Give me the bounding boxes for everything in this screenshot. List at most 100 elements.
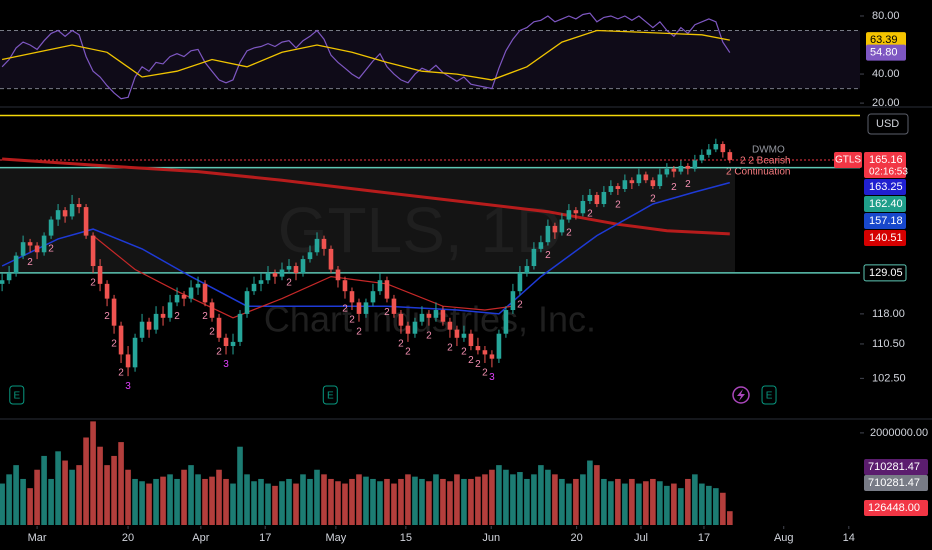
- candle-body: [20, 242, 26, 256]
- volume-bar: [692, 474, 698, 525]
- volume-bar: [524, 478, 530, 525]
- rsi-line: [1, 12, 731, 100]
- candle-body: [363, 302, 369, 314]
- volume-bar: [251, 481, 257, 525]
- candle-body: [489, 354, 495, 359]
- candle-body: [615, 186, 621, 190]
- x-tick-label: May: [325, 532, 346, 544]
- candle-body: [335, 269, 341, 281]
- candle-body: [104, 283, 110, 299]
- volume-bar: [160, 476, 166, 525]
- range-shade: [0, 168, 735, 272]
- td-count: 2: [349, 315, 355, 326]
- volume-bar: [720, 492, 726, 525]
- rsi-value-label: 54.80: [870, 46, 898, 58]
- volume-bar: [391, 483, 397, 525]
- candle-body: [461, 333, 467, 338]
- price-tag-label: 162.40: [869, 198, 903, 210]
- td-count: 2: [118, 368, 124, 379]
- earnings-label: E: [327, 391, 334, 402]
- volume-bar: [181, 469, 187, 525]
- td-count: 2: [566, 227, 572, 238]
- volume-bar: [566, 483, 572, 525]
- candle-body: [181, 294, 187, 299]
- candle-body: [27, 242, 33, 246]
- td-count: 2: [587, 209, 593, 220]
- candle-body: [286, 266, 292, 270]
- candle-body: [328, 248, 334, 270]
- candle-body: [643, 174, 649, 181]
- volume-bar: [363, 476, 369, 525]
- volume-bar: [76, 465, 82, 525]
- price-tag-label: 129.05: [869, 267, 903, 279]
- rsi-value-label: 63.39: [870, 34, 898, 46]
- candle-body: [55, 210, 61, 220]
- candle-body: [580, 200, 586, 214]
- candle-body: [132, 337, 138, 368]
- candle-body: [713, 144, 719, 150]
- candle-body: [454, 329, 460, 338]
- volume-bar: [426, 481, 432, 525]
- candle-body: [153, 313, 159, 330]
- volume-bar: [608, 481, 614, 525]
- candle-body: [433, 310, 439, 318]
- volume-bar: [41, 455, 47, 525]
- volume-bar: [377, 481, 383, 525]
- volume-bar: [489, 469, 495, 525]
- volume-bar: [34, 469, 40, 525]
- volume-bar: [202, 478, 208, 525]
- rsi-band: [0, 30, 860, 89]
- candle-body: [34, 245, 40, 253]
- volume-bar: [349, 478, 355, 525]
- candle-body: [76, 204, 82, 208]
- candle-body: [629, 180, 635, 184]
- volume-bar: [398, 478, 404, 525]
- volume-bar: [13, 465, 19, 525]
- volume-bar: [510, 474, 516, 525]
- td-count: 3: [125, 381, 131, 392]
- candle-body: [48, 219, 54, 236]
- volume-bar: [657, 481, 663, 525]
- candle-body: [517, 273, 523, 292]
- x-tick-label: Aug: [774, 532, 794, 544]
- candle-body: [706, 149, 712, 155]
- volume-bar: [461, 478, 467, 525]
- volume-bar: [62, 460, 68, 525]
- volume-bar: [328, 478, 334, 525]
- volume-bar: [587, 460, 593, 525]
- rsi-tick-label: 40.00: [872, 68, 900, 80]
- price-tag: [864, 151, 906, 178]
- candle-body: [699, 154, 705, 161]
- volume-bar: [615, 478, 621, 525]
- candle-body: [566, 210, 572, 220]
- volume-bar: [139, 481, 145, 525]
- candle-body: [139, 321, 145, 338]
- candle-body: [97, 266, 103, 284]
- volume-bar: [83, 437, 89, 525]
- volume-bar: [146, 483, 152, 525]
- candle-body: [636, 174, 642, 184]
- candle-body: [622, 180, 628, 190]
- candle-body: [545, 225, 551, 243]
- earnings-icon: [322, 385, 338, 405]
- volume-bar: [433, 474, 439, 525]
- y-tick-label: 110.50: [872, 338, 905, 350]
- volume-bar: [48, 478, 54, 525]
- candle-body: [496, 333, 502, 359]
- candle-body: [6, 273, 12, 281]
- dividend-icon[interactable]: [732, 386, 750, 404]
- volume-bar: [118, 442, 124, 525]
- x-tick-label: Mar: [28, 532, 47, 544]
- volume-bar: [153, 478, 159, 525]
- volume-bar: [419, 478, 425, 525]
- y-tick-label: 102.50: [872, 372, 906, 384]
- currency-box[interactable]: [867, 113, 909, 135]
- x-tick-label: 20: [570, 532, 582, 544]
- volume-bar: [475, 476, 481, 525]
- volume-bar: [125, 469, 131, 525]
- candle-body: [671, 168, 677, 172]
- volume-bar: [258, 478, 264, 525]
- rsi-ma-line: [1, 29, 730, 81]
- rsi-value-tag: [866, 44, 906, 61]
